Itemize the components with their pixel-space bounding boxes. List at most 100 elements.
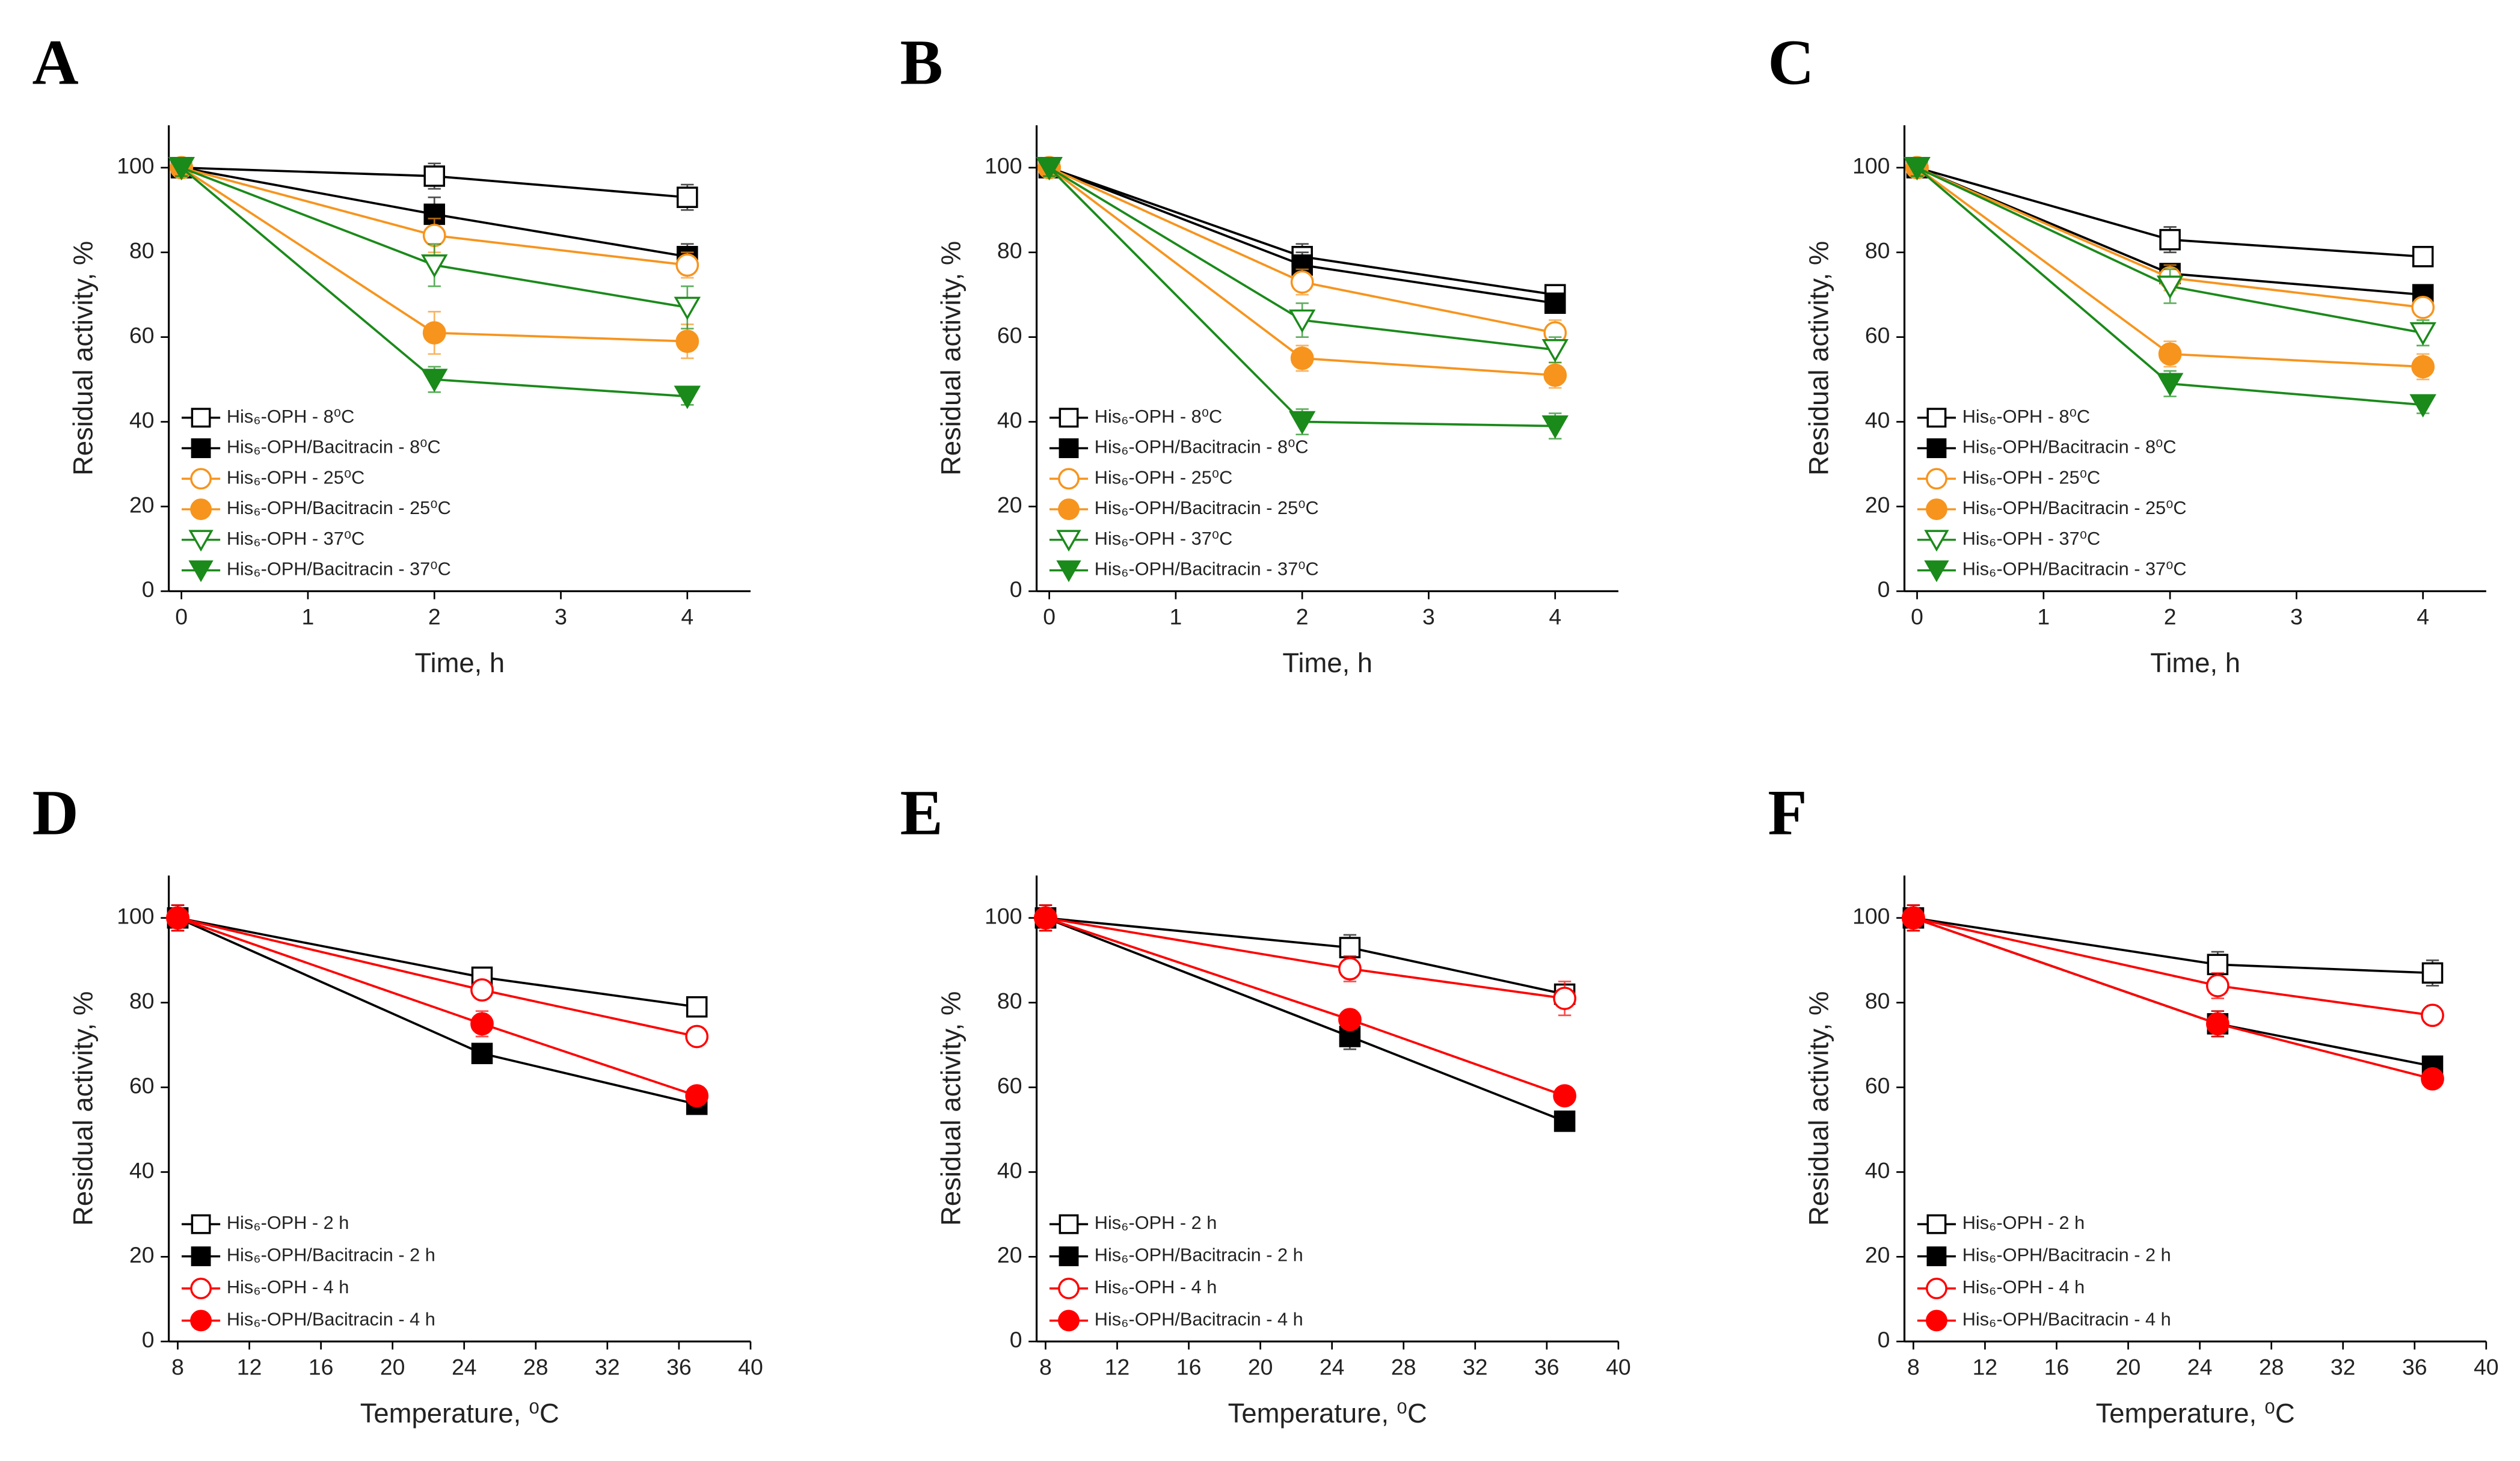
marker: [2159, 228, 2181, 251]
legend-label: His₆-OPH - 2 h: [1095, 1212, 1217, 1233]
x-tick-label: 8: [171, 1354, 184, 1379]
marker: [675, 253, 699, 277]
x-tick-label: 20: [380, 1354, 405, 1379]
panel-letter: F: [1768, 777, 1807, 848]
marker: [421, 369, 448, 393]
y-tick-label: 80: [129, 238, 155, 263]
y-tick-label: 80: [1865, 988, 1890, 1014]
legend-marker: [1926, 1278, 1947, 1299]
x-tick-label: 28: [523, 1354, 549, 1379]
legend-label: His₆-OPH/Bacitracin - 4 h: [227, 1309, 435, 1330]
y-tick-label: 60: [997, 1073, 1022, 1098]
y-tick-label: 100: [985, 904, 1022, 929]
panel: E 0 20 40 60 80 100 8 12 16 20 24 28 32 36 40 Temperatur…: [900, 777, 1630, 1429]
legend-label: His₆-OPH - 37⁰C: [227, 528, 365, 549]
x-tick-label: 4: [681, 604, 693, 629]
y-tick-label: 60: [997, 323, 1022, 348]
marker: [423, 165, 446, 187]
x-axis-label: Time, h: [414, 648, 505, 678]
marker: [685, 1084, 709, 1107]
marker: [421, 254, 448, 278]
marker: [422, 321, 446, 345]
marker: [1553, 1084, 1576, 1107]
marker: [2409, 394, 2436, 418]
series-line: [177, 916, 697, 1008]
marker: [1338, 957, 1362, 981]
x-tick-label: 40: [2474, 1354, 2499, 1379]
marker: [2412, 246, 2434, 268]
marker: [2156, 275, 2184, 299]
legend-marker: [1924, 530, 1949, 552]
x-tick-label: 36: [666, 1354, 692, 1379]
x-tick-label: 12: [1105, 1354, 1130, 1379]
legend-marker: [1926, 1309, 1947, 1332]
x-tick-label: 16: [2044, 1354, 2070, 1379]
y-axis-label: Residual activity, %: [68, 991, 99, 1226]
legend-label: His₆-OPH/Bacitracin - 37⁰C: [227, 559, 451, 580]
marker: [1553, 987, 1576, 1010]
y-tick-label: 40: [997, 407, 1022, 432]
legend-marker: [1926, 498, 1947, 520]
marker: [1543, 363, 1567, 387]
legend-marker: [191, 1214, 211, 1234]
x-axis-label: Time, h: [1282, 648, 1372, 678]
legend-marker: [1058, 498, 1080, 520]
y-tick-label: 20: [129, 1242, 155, 1267]
marker: [166, 906, 189, 930]
y-axis-label: Residual activity, %: [1804, 241, 1834, 476]
y-axis-label: Residual activity, %: [1804, 991, 1834, 1226]
legend-marker: [191, 438, 211, 458]
legend-label: His₆-OPH/Bacitracin - 8⁰C: [227, 436, 441, 458]
y-tick-label: 0: [142, 577, 155, 602]
x-axis-label: Temperature, ⁰C: [1228, 1398, 1427, 1429]
x-tick-label: 32: [595, 1354, 620, 1379]
y-tick-label: 40: [997, 1157, 1022, 1183]
marker: [2205, 974, 2230, 997]
y-tick-label: 40: [129, 407, 155, 432]
y-tick-label: 80: [129, 988, 155, 1014]
legend-marker: [1058, 468, 1080, 490]
marker: [675, 329, 699, 354]
x-tick-label: 2: [2164, 604, 2177, 629]
y-tick-label: 0: [1010, 1327, 1022, 1352]
panel-letter: D: [32, 777, 79, 848]
legend-marker: [1059, 408, 1079, 428]
x-tick-label: 32: [2331, 1354, 2356, 1379]
x-tick-label: 40: [738, 1354, 763, 1379]
y-axis-label: Residual activity, %: [936, 991, 967, 1226]
legend-label: His₆-OPH/Bacitracin - 8⁰C: [1095, 436, 1309, 458]
marker: [2156, 373, 2184, 397]
x-axis-label: Temperature, ⁰C: [2096, 1398, 2295, 1429]
y-tick-label: 60: [1865, 323, 1890, 348]
panel: B 0 20 40 60 80 100 0 1 2 3 4 Time, h Residual activi…: [900, 27, 1618, 678]
legend-marker: [1926, 1246, 1947, 1267]
x-tick-label: 20: [1248, 1354, 1273, 1379]
marker: [168, 157, 195, 181]
y-tick-label: 20: [997, 492, 1022, 517]
marker: [2411, 295, 2435, 319]
marker: [2421, 1003, 2444, 1028]
series-line: [177, 916, 698, 1038]
y-tick-label: 100: [1852, 904, 1890, 929]
legend-marker: [1059, 438, 1079, 458]
legend-label: His₆-OPH/Bacitracin - 2 h: [1962, 1245, 2171, 1266]
series-line: [1045, 916, 1565, 1000]
x-tick-label: 28: [1391, 1354, 1416, 1379]
legend-marker: [188, 560, 214, 583]
legend-marker: [1058, 1309, 1080, 1332]
legend-marker: [1926, 468, 1947, 490]
marker: [674, 296, 701, 320]
legend-label: His₆-OPH - 25⁰C: [1095, 467, 1233, 488]
legend-label: His₆-OPH/Bacitracin - 37⁰C: [1962, 559, 2187, 580]
x-axis-label: Temperature, ⁰C: [360, 1398, 559, 1429]
x-tick-label: 3: [1422, 604, 1435, 629]
marker: [686, 996, 708, 1018]
series-line: [1045, 916, 1566, 1123]
legend-label: His₆-OPH - 4 h: [227, 1276, 349, 1297]
marker: [1338, 1008, 1362, 1032]
panel-letter: B: [900, 27, 942, 98]
panel: F 0 20 40 60 80 100 8 12 16 20 24 28 32 36 40 Temperatur…: [1768, 777, 2498, 1429]
marker: [2158, 342, 2182, 366]
marker: [674, 385, 701, 409]
